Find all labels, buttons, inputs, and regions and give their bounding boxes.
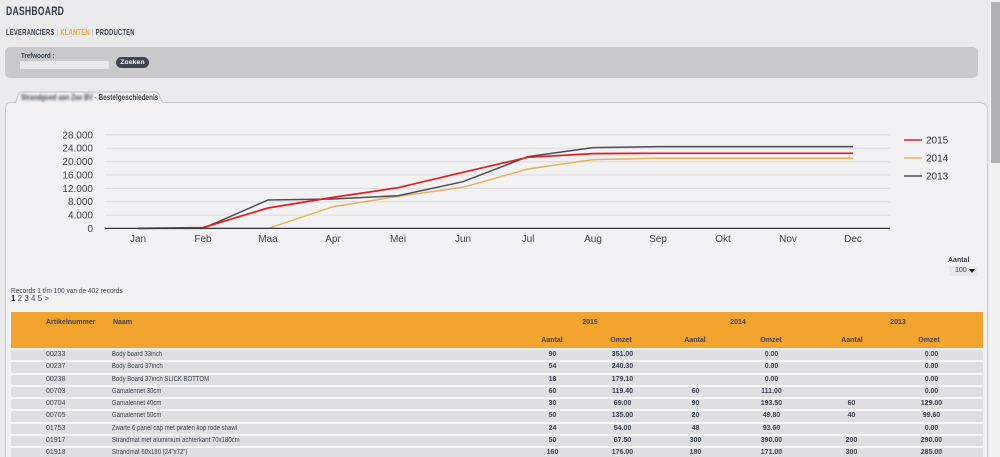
svg-text:Nov: Nov: [779, 234, 797, 245]
svg-text:Feb: Feb: [194, 234, 212, 245]
svg-text:20.000: 20.000: [62, 157, 93, 168]
svg-text:Aug: Aug: [584, 234, 602, 245]
svg-text:Apr: Apr: [325, 234, 341, 245]
svg-text:Jun: Jun: [455, 234, 471, 245]
svg-text:16.000: 16.000: [62, 170, 93, 181]
svg-text:Okt: Okt: [715, 234, 731, 245]
svg-text:Mei: Mei: [390, 234, 406, 245]
svg-text:2014: 2014: [926, 154, 949, 165]
svg-text:0: 0: [87, 224, 93, 235]
svg-text:4.000: 4.000: [68, 211, 93, 222]
svg-text:Jan: Jan: [130, 234, 146, 245]
svg-text:12.000: 12.000: [62, 184, 93, 195]
svg-text:Dec: Dec: [844, 234, 862, 245]
svg-text:Sep: Sep: [649, 234, 667, 245]
svg-text:Jul: Jul: [522, 234, 535, 245]
svg-text:Maa: Maa: [258, 234, 278, 245]
svg-text:28.000: 28.000: [62, 130, 93, 141]
svg-text:8.000: 8.000: [68, 197, 93, 208]
svg-text:2015: 2015: [926, 136, 949, 147]
svg-text:2013: 2013: [926, 172, 949, 183]
svg-text:24.000: 24.000: [62, 144, 93, 155]
